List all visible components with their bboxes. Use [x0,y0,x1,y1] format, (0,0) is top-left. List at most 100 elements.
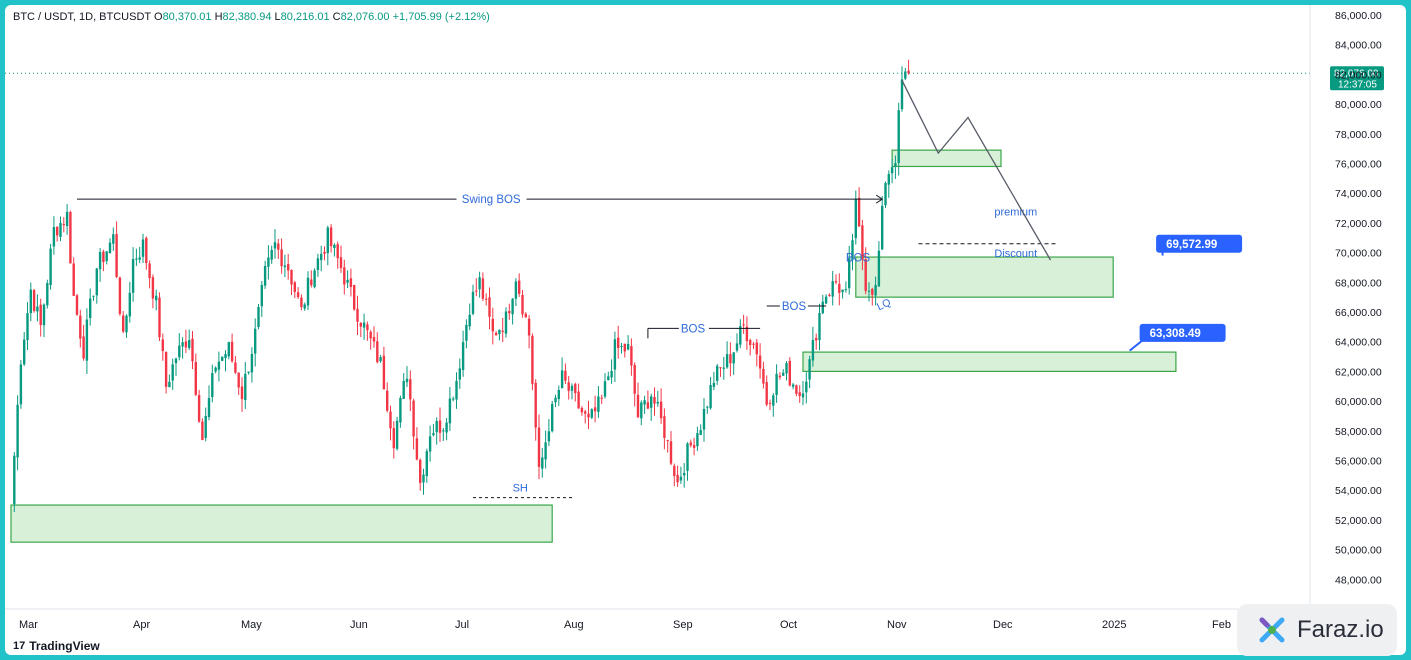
price-tick-label: 82,000.00 [1335,69,1382,81]
candle-body [405,378,409,383]
high-value: 82,380.94 [222,11,272,23]
candle-body [831,281,834,297]
symbol-header: BTC / USDT, 1D, BTCUSDT O80,370.01 H82,3… [13,11,490,23]
time-tick-label: May [241,619,262,631]
candle-body [894,163,897,167]
candle-body [659,401,663,419]
candle-body [79,315,82,339]
bos-label-bg [779,298,808,315]
candle-body [399,397,402,423]
candle-body [725,354,729,368]
price-tick-label: 66,000.00 [1335,307,1382,319]
candle-body [768,402,772,404]
candle-body [151,277,155,299]
candle-body [887,173,890,185]
candle-body [263,266,267,286]
candle-body [587,413,590,418]
candle-body [92,295,95,297]
candle-body [366,324,369,331]
candle-body [890,167,894,174]
candle-body [722,367,725,369]
candle-body [818,313,821,341]
price-callout-label: 63,308.49 [1150,328,1201,340]
open-value: 80,370.01 [162,11,212,23]
candle-body [801,393,805,398]
candle-body [590,409,593,418]
tradingview-logo[interactable]: 17 TradingView [13,639,100,653]
candle-body [29,289,32,314]
candle-body [376,341,379,363]
candle-body [521,294,524,315]
candle-body [636,394,640,418]
faraz-brand-badge[interactable]: Faraz.io [1237,604,1397,656]
candle-body [518,280,521,294]
candle-body [683,472,686,476]
candle-body [775,373,778,395]
candle-body [808,359,811,380]
candle-body [188,340,191,348]
candle-body [788,360,791,386]
candle-body [848,258,851,289]
candle-body [785,363,788,374]
candle-body [118,277,122,314]
candle-body [356,308,359,322]
projection-path [901,80,1052,261]
candle-body [630,346,633,366]
candle-body [108,242,112,253]
candle-body [656,402,659,404]
candle-body [320,253,323,261]
demand-zone [10,504,553,543]
candle-body [877,250,881,287]
candle-body [458,368,461,380]
candle-body [778,375,782,378]
candle-body [527,318,531,336]
candle-body [663,416,666,438]
candle-body [128,292,131,317]
candle-body [471,291,475,314]
candle-body [560,370,564,389]
candle-body [448,398,452,424]
candle-body [52,227,56,247]
candle-body [445,422,448,433]
candle-body [584,411,587,414]
candle-body [184,341,188,348]
candle-body [884,183,887,206]
candle-body [524,313,527,318]
candle-body [415,438,419,460]
candle-body [735,343,739,351]
time-tick-label: Mar [19,619,38,631]
candle-body [745,326,749,342]
candle-body [122,315,125,332]
candle-body [270,249,273,260]
candle-body [537,427,541,467]
candle-body [676,474,679,483]
candle-body [425,451,428,476]
candle-body [65,211,69,226]
candle-body [712,382,716,387]
price-tick-label: 68,000.00 [1335,277,1382,289]
candle-body [217,361,221,370]
candle-body [574,383,577,394]
candle-body [316,258,320,270]
candle-body [326,227,329,254]
time-tick-label: Feb [1212,619,1231,631]
candle-body [82,336,85,359]
candle-body [382,355,386,390]
candle-body [613,339,617,370]
candle-body [442,430,445,432]
chart-frame: 82,076.00 12:37:05 Swing BOS BOS BOS BOS LQ SH p… [5,5,1406,655]
candle-body [841,289,844,293]
time-tick-label: Apr [133,619,150,631]
candle-body [296,292,300,297]
candle-body [854,198,857,239]
candle-body [428,436,432,452]
candle-body [422,474,425,483]
candle-body [32,290,36,311]
bos-label: BOS [846,253,871,265]
candle-body [244,373,247,401]
candle-body [742,324,745,326]
time-tick-label: 2025 [1102,619,1126,631]
candle-body [600,397,603,399]
candle-body [138,257,141,260]
